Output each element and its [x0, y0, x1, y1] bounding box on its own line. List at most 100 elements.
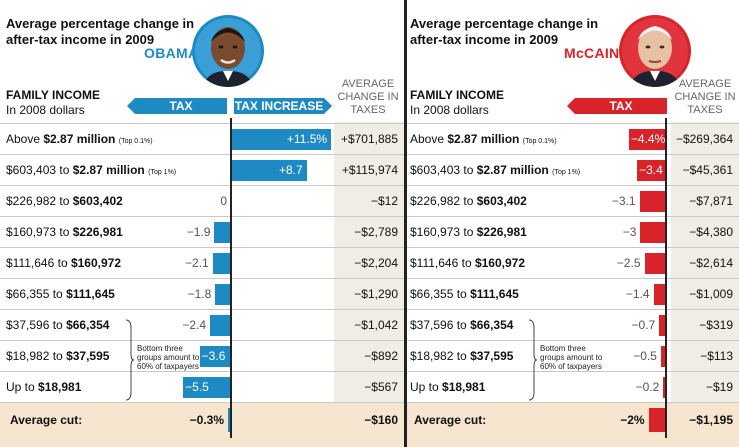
- obama-zero-axis: [230, 118, 232, 438]
- mccain-row-label: $160,973 to $226,981: [410, 225, 527, 239]
- mccain-row-label: $66,355 to $111,645: [410, 287, 519, 301]
- mccain-dollars-subheader: In 2008 dollars: [410, 103, 489, 117]
- obama-bar: [183, 377, 231, 398]
- mccain-bar: [660, 346, 665, 367]
- mccain-row-divider: [407, 216, 739, 217]
- obama-value-label: −1.9: [186, 225, 211, 239]
- mccain-value-label: −0.7: [631, 318, 656, 332]
- obama-row-divider: [0, 154, 404, 155]
- mccain-change-value: −$269,364: [675, 132, 733, 146]
- mccain-note-brace: [528, 319, 537, 401]
- obama-footer-change-value: −$160: [364, 413, 398, 427]
- mccain-bar: [659, 315, 665, 336]
- mccain-change-value: −$45,361: [682, 163, 733, 177]
- obama-value-label: −5.5: [185, 380, 209, 394]
- mccain-candidate-label: McCAIN: [564, 45, 620, 61]
- mccain-footer-bar: [648, 408, 665, 432]
- mccain-panel: Average percentage change in after-tax i…: [407, 0, 739, 447]
- obama-change-column: [334, 122, 404, 404]
- obama-bar: [212, 253, 231, 274]
- mccain-value-label: −0.2: [635, 380, 660, 394]
- mccain-change-value: −$7,871: [689, 194, 733, 208]
- mccain-bar: [640, 222, 665, 243]
- obama-change-value: +$701,885: [340, 132, 398, 146]
- mccain-change-value: −$4,380: [689, 225, 733, 239]
- mccain-change-value: −$1,009: [689, 287, 733, 301]
- mccain-value-label: −4.4%: [630, 132, 666, 146]
- obama-row-divider: [0, 278, 404, 279]
- obama-change-value: −$892: [364, 349, 398, 363]
- obama-change-value: −$567: [364, 380, 398, 394]
- mccain-footer-band: [407, 403, 739, 447]
- obama-value-label: −2.1: [185, 256, 209, 270]
- obama-row-label: Up to $18,981: [6, 380, 82, 394]
- mccain-change-value: −$113: [700, 349, 733, 363]
- obama-dollars-subheader: In 2008 dollars: [6, 103, 85, 117]
- mccain-row-label: $18,982 to $37,595: [410, 349, 514, 363]
- obama-value-label: −3.6: [201, 349, 226, 363]
- mccain-change-value: −$19: [705, 380, 733, 394]
- obama-value-label: −2.4: [182, 318, 207, 332]
- mccain-row-label: Up to $18,981: [410, 380, 486, 394]
- mccain-row-label: $226,982 to $603,402: [410, 194, 527, 208]
- obama-change-value: +$115,974: [341, 163, 398, 177]
- obama-bar: [231, 160, 307, 181]
- obama-row-divider: [0, 185, 404, 186]
- panel-divider: [404, 0, 407, 447]
- mccain-tax-decrease-label: TAX DECREASE: [567, 98, 667, 129]
- obama-footer-label: Average cut:: [10, 413, 83, 427]
- mccain-change-value: −$319: [699, 318, 733, 332]
- mccain-value-label: −0.5: [633, 349, 657, 363]
- mccain-row-divider: [407, 154, 739, 155]
- obama-tax-decrease-label: TAX DECREASE: [127, 98, 227, 129]
- obama-value-label: +11.5%: [286, 132, 328, 146]
- obama-footer-value-label: −0.3%: [189, 413, 224, 427]
- obama-row-divider: [0, 309, 404, 310]
- mccain-change-value: −$2,614: [689, 256, 733, 270]
- obama-note-brace: [125, 319, 134, 401]
- obama-panel: Average percentage change in after-tax i…: [0, 15, 404, 447]
- obama-bottom-groups-note: Bottom three groups amount to 60% of tax…: [137, 344, 200, 371]
- obama-row-divider: [0, 340, 404, 341]
- obama-change-value: −$12: [370, 194, 398, 208]
- mccain-row-label: $603,403 to $2.87 million (Top 1%): [410, 163, 581, 177]
- mccain-footer-label: Average cut:: [414, 413, 487, 427]
- obama-change-value: −$1,042: [354, 318, 398, 332]
- mccain-bar: [628, 129, 665, 150]
- mccain-row-divider: [407, 340, 739, 341]
- obama-value-label: −1.8: [187, 287, 212, 301]
- mccain-bar: [653, 284, 665, 305]
- mccain-row-divider: [407, 185, 739, 186]
- mccain-row-label: $111,646 to $160,972: [410, 256, 526, 270]
- obama-change-value: −$1,290: [354, 287, 398, 301]
- obama-value-label: +8.7: [278, 163, 303, 177]
- mccain-footer-value-label: −2%: [620, 413, 645, 427]
- mccain-footer-divider: [407, 402, 739, 403]
- mccain-bar: [637, 160, 665, 181]
- obama-row-label: $66,355 to $111,645: [6, 287, 115, 301]
- mccain-change-column: [671, 122, 739, 404]
- mccain-bar: [663, 377, 665, 398]
- obama-avg-change-header: AVERAGE CHANGE IN TAXES: [337, 78, 399, 116]
- obama-title: Average percentage change in after-tax i…: [6, 16, 195, 47]
- mccain-value-label: −3.4: [639, 163, 663, 177]
- mccain-value-label: −1.4: [625, 287, 650, 301]
- mccain-row-divider: [407, 247, 739, 248]
- mccain-row-divider: [407, 371, 739, 372]
- mccain-value-label: −3: [622, 225, 637, 239]
- obama-row-label: Above $2.87 million (Top 0.1%): [6, 132, 153, 146]
- obama-value-label: 0: [220, 194, 227, 208]
- obama-row-divider: [0, 247, 404, 248]
- obama-row-label: $226,982 to $603,402: [6, 194, 123, 208]
- obama-bar: [215, 284, 231, 305]
- obama-candidate-label: OBAMA: [144, 45, 199, 61]
- obama-row-divider: [0, 123, 404, 124]
- mccain-zero-axis: [665, 118, 667, 438]
- obama-footer-bar: [228, 408, 231, 432]
- obama-row-label: $111,646 to $160,972: [6, 256, 122, 270]
- obama-row-label: $18,982 to $37,595: [6, 349, 110, 363]
- obama-tax-increase-label: TAX INCREASE: [234, 98, 332, 114]
- mccain-bar: [639, 191, 665, 212]
- mccain-title: Average percentage change in after-tax i…: [410, 16, 599, 47]
- obama-portrait: [192, 15, 264, 87]
